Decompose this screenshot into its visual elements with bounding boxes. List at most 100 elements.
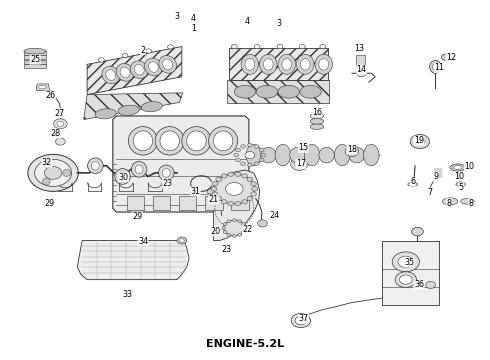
Ellipse shape — [162, 168, 170, 177]
Ellipse shape — [319, 147, 334, 163]
Circle shape — [259, 158, 264, 162]
Ellipse shape — [278, 85, 299, 98]
Circle shape — [299, 44, 305, 49]
Text: 6: 6 — [410, 177, 415, 186]
Text: 18: 18 — [347, 145, 357, 154]
Polygon shape — [36, 84, 49, 90]
Circle shape — [247, 143, 252, 147]
Ellipse shape — [441, 54, 455, 61]
Text: 29: 29 — [45, 199, 55, 208]
Circle shape — [392, 252, 419, 272]
Circle shape — [221, 200, 227, 204]
Text: 8: 8 — [468, 199, 473, 208]
Circle shape — [211, 187, 217, 191]
Ellipse shape — [43, 161, 50, 168]
Circle shape — [35, 159, 72, 186]
Ellipse shape — [430, 60, 441, 73]
Circle shape — [214, 174, 255, 204]
Ellipse shape — [116, 63, 134, 81]
Circle shape — [254, 44, 260, 49]
Circle shape — [28, 154, 78, 192]
Ellipse shape — [145, 58, 162, 76]
Ellipse shape — [187, 131, 206, 151]
Ellipse shape — [433, 64, 439, 70]
Text: 32: 32 — [42, 158, 52, 167]
Text: 31: 31 — [191, 187, 200, 196]
Circle shape — [357, 70, 367, 77]
Circle shape — [57, 121, 64, 126]
Circle shape — [241, 162, 245, 166]
Polygon shape — [214, 170, 260, 240]
Text: 26: 26 — [46, 91, 56, 100]
Circle shape — [223, 230, 227, 233]
Text: 10: 10 — [465, 162, 474, 171]
Circle shape — [399, 275, 412, 284]
Text: 12: 12 — [446, 53, 456, 62]
Polygon shape — [113, 116, 249, 212]
Circle shape — [236, 158, 241, 162]
Circle shape — [242, 230, 245, 233]
Ellipse shape — [315, 54, 332, 74]
Circle shape — [227, 233, 231, 236]
Circle shape — [254, 145, 259, 148]
Circle shape — [236, 145, 264, 165]
Text: 30: 30 — [119, 173, 128, 182]
Text: 37: 37 — [298, 314, 308, 323]
Ellipse shape — [334, 144, 350, 166]
Polygon shape — [24, 51, 46, 55]
Circle shape — [228, 172, 234, 176]
Circle shape — [291, 158, 308, 170]
Circle shape — [250, 182, 256, 186]
Ellipse shape — [63, 169, 71, 176]
Ellipse shape — [256, 85, 277, 98]
Ellipse shape — [453, 166, 462, 169]
Text: 7: 7 — [427, 188, 432, 197]
Circle shape — [216, 177, 221, 181]
Ellipse shape — [120, 67, 130, 78]
Ellipse shape — [349, 147, 365, 163]
Ellipse shape — [159, 55, 176, 73]
Text: 33: 33 — [122, 290, 132, 299]
Circle shape — [252, 187, 258, 191]
Circle shape — [242, 200, 247, 204]
Bar — [205, 196, 222, 210]
Circle shape — [415, 138, 425, 145]
Ellipse shape — [135, 165, 143, 174]
Ellipse shape — [24, 48, 46, 54]
Ellipse shape — [278, 54, 295, 74]
Text: 5: 5 — [459, 183, 464, 192]
Circle shape — [250, 192, 256, 196]
Ellipse shape — [450, 164, 465, 171]
Ellipse shape — [160, 131, 179, 151]
Circle shape — [235, 202, 241, 206]
Circle shape — [179, 239, 184, 242]
Polygon shape — [87, 46, 182, 95]
Ellipse shape — [214, 131, 233, 151]
Circle shape — [410, 134, 430, 149]
Ellipse shape — [304, 144, 320, 166]
Ellipse shape — [241, 54, 259, 74]
Text: 22: 22 — [242, 225, 252, 234]
Text: 2: 2 — [141, 46, 146, 55]
Ellipse shape — [115, 168, 130, 184]
Circle shape — [320, 44, 326, 49]
Ellipse shape — [290, 147, 305, 163]
Text: 16: 16 — [312, 108, 322, 117]
Text: 4: 4 — [191, 14, 196, 23]
Circle shape — [55, 138, 65, 145]
Text: 13: 13 — [354, 44, 364, 53]
Circle shape — [242, 223, 245, 226]
Ellipse shape — [260, 54, 277, 74]
Text: 9: 9 — [433, 172, 439, 181]
Ellipse shape — [43, 178, 50, 185]
Circle shape — [291, 314, 311, 328]
Circle shape — [98, 58, 104, 62]
Circle shape — [277, 44, 283, 49]
Ellipse shape — [133, 131, 153, 151]
Text: ENGINE-5.2L: ENGINE-5.2L — [206, 339, 284, 349]
Circle shape — [247, 196, 253, 201]
Text: 27: 27 — [54, 109, 65, 118]
Ellipse shape — [310, 124, 324, 130]
Ellipse shape — [456, 182, 466, 186]
Text: 28: 28 — [50, 129, 61, 138]
